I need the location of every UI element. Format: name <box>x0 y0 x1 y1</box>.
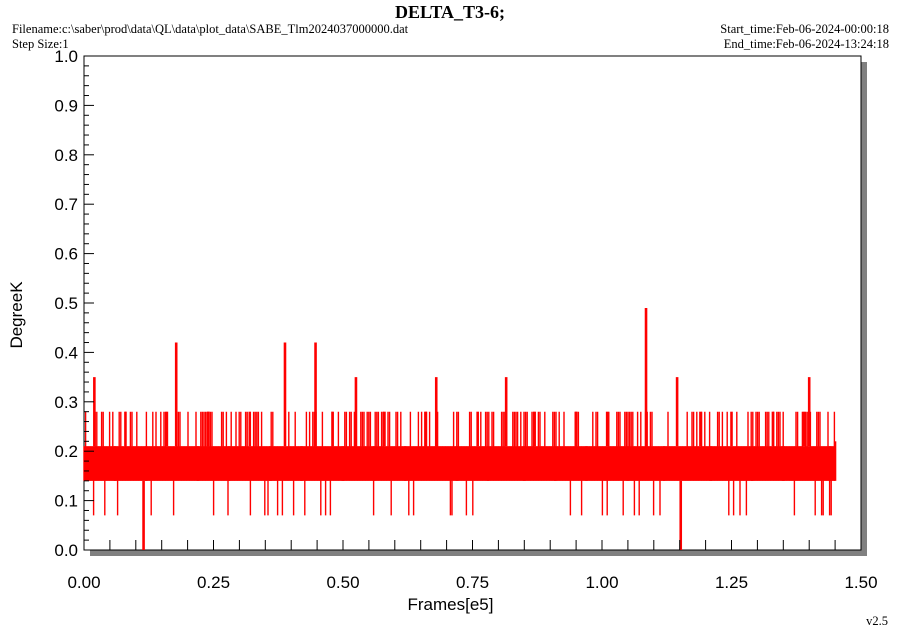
y-tick-label: 0.7 <box>54 195 78 214</box>
y-axis-title: DegreeK <box>7 281 26 349</box>
data-series <box>83 307 837 550</box>
version-label: v2.5 <box>866 614 888 628</box>
y-tick-label: 0.4 <box>54 343 78 362</box>
y-tick-label: 0.0 <box>54 541 78 560</box>
x-axis-title: Frames[e5] <box>408 595 494 614</box>
step-size-label: Step Size:1 <box>12 37 69 51</box>
y-tick-label: 0.6 <box>54 245 78 264</box>
x-tick-label: 1.50 <box>844 573 877 592</box>
y-tick-label: 0.9 <box>54 96 78 115</box>
x-tick-label: 0.50 <box>326 573 359 592</box>
x-axis-ticks: 0.00 0.25 0.50 0.75 1.00 1.25 1.50 <box>67 540 878 592</box>
chart-title: DELTA_T3-6; <box>394 2 506 22</box>
start-time-label: Start_time:Feb-06-2024-00:00:18 <box>720 22 889 36</box>
x-tick-label: 1.00 <box>585 573 618 592</box>
y-tick-label: 1.0 <box>54 47 78 66</box>
y-tick-label: 0.2 <box>54 442 78 461</box>
x-tick-label: 0.75 <box>456 573 489 592</box>
x-tick-label: 1.25 <box>715 573 748 592</box>
y-tick-label: 0.3 <box>54 393 78 412</box>
filename-label: Filename:c:\saber\prod\data\QL\data\plot… <box>12 22 409 36</box>
y-tick-label: 0.1 <box>54 492 78 511</box>
end-time-label: End_time:Feb-06-2024-13:24:18 <box>723 37 889 51</box>
y-tick-label: 0.8 <box>54 146 78 165</box>
y-axis-ticks: 0.0 0.1 0.2 0.3 0.4 0.5 0.6 0.7 0.8 0.9 1.0 <box>54 47 94 560</box>
x-tick-label: 0.00 <box>67 573 100 592</box>
y-tick-label: 0.5 <box>54 294 78 313</box>
x-tick-label: 0.25 <box>197 573 230 592</box>
